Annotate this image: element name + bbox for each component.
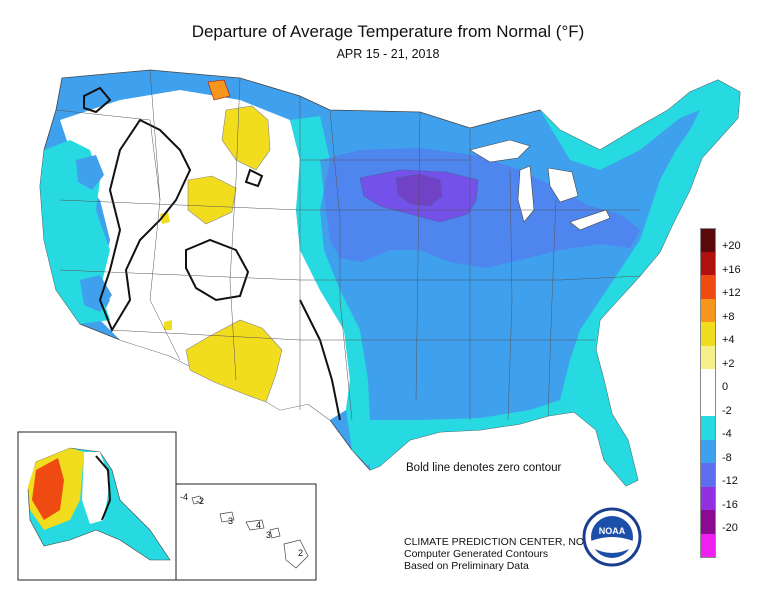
alaska-zero-contour bbox=[95, 455, 112, 521]
map-title: Departure of Average Temperature from No… bbox=[191, 22, 585, 41]
legend-swatch bbox=[700, 298, 716, 322]
legend-swatch bbox=[700, 345, 716, 369]
cyan-region-east bbox=[540, 80, 740, 486]
legend-label: +4 bbox=[722, 334, 735, 346]
hawaii-label: 2 bbox=[298, 548, 304, 558]
legend-label: -16 bbox=[722, 498, 738, 511]
legend-swatch bbox=[700, 533, 716, 558]
legend-label: -4 bbox=[722, 428, 732, 440]
cyan-region-gulf bbox=[368, 400, 574, 470]
noaa-logo-text: NOAA bbox=[599, 526, 626, 536]
zero-contour-2 bbox=[185, 238, 250, 302]
legend-label: -8 bbox=[722, 451, 732, 464]
neutral-region-west bbox=[60, 90, 350, 420]
alaska-white-band bbox=[82, 452, 110, 524]
legend-swatch bbox=[700, 369, 716, 393]
hawaii-islands bbox=[191, 495, 309, 569]
blue-patch-oregon bbox=[76, 155, 104, 190]
warm-patch-montana bbox=[221, 105, 271, 171]
lake-erie bbox=[569, 209, 611, 231]
legend-label: +16 bbox=[722, 263, 741, 276]
legend-swatch bbox=[700, 510, 716, 534]
cyan-region-plains-edge bbox=[290, 116, 380, 466]
warm-patch-southwest bbox=[185, 319, 283, 403]
warm-patch-wyoming bbox=[187, 175, 237, 225]
legend-swatch bbox=[700, 416, 716, 440]
zero-contour-4 bbox=[83, 86, 112, 114]
alaska-warm-core bbox=[32, 458, 64, 520]
legend-swatch bbox=[700, 251, 716, 275]
hawaii-label: 4 bbox=[256, 520, 262, 530]
hawaii-label: 3 bbox=[266, 530, 272, 540]
hawaii-label: 3 bbox=[228, 516, 234, 526]
zero-contour-3 bbox=[299, 299, 341, 421]
legend-swatch bbox=[700, 228, 716, 253]
legend-swatch bbox=[700, 486, 716, 510]
hawaii-label: -4 bbox=[180, 492, 189, 502]
blue-patch-nevada bbox=[80, 275, 112, 312]
credit-line-3: Based on Preliminary Data bbox=[404, 560, 529, 572]
legend-swatch bbox=[700, 322, 716, 346]
legend-swatch bbox=[700, 392, 716, 416]
legend-label: +8 bbox=[722, 310, 735, 323]
legend-label: 0 bbox=[722, 381, 729, 393]
legend-label: -20 bbox=[722, 522, 738, 534]
legend-label: +2 bbox=[722, 357, 735, 370]
legend-label: -12 bbox=[722, 475, 738, 487]
credit-line-2: Computer Generated Contours bbox=[404, 548, 549, 560]
warm-patch-small-1 bbox=[160, 212, 170, 224]
noaa-logo: NOAA bbox=[582, 507, 642, 567]
legend-label: +12 bbox=[722, 287, 741, 299]
credit-block: CLIMATE PREDICTION CENTER, NOAA Computer… bbox=[404, 536, 598, 572]
warm-patch-north-border bbox=[207, 79, 231, 101]
legend-swatch bbox=[700, 275, 716, 299]
legend-swatch bbox=[700, 463, 716, 487]
hawaii-label: -2 bbox=[196, 496, 205, 506]
map-subtitle: APR 15 - 21, 2018 bbox=[336, 47, 440, 61]
legend-swatch bbox=[700, 439, 716, 463]
cold-ring-12 bbox=[320, 148, 640, 268]
legend-label: +20 bbox=[722, 240, 741, 252]
lake-superior bbox=[469, 139, 531, 163]
lake-michigan bbox=[517, 165, 535, 223]
zero-contour-1 bbox=[98, 118, 192, 333]
credit-line-1: CLIMATE PREDICTION CENTER, NOAA bbox=[404, 536, 599, 548]
zero-contour-5 bbox=[244, 168, 264, 188]
contour-note: Bold line denotes zero contour bbox=[406, 462, 562, 474]
warm-patch-small-2 bbox=[164, 320, 172, 330]
legend-label: -2 bbox=[722, 404, 732, 417]
lake-huron bbox=[547, 167, 579, 203]
